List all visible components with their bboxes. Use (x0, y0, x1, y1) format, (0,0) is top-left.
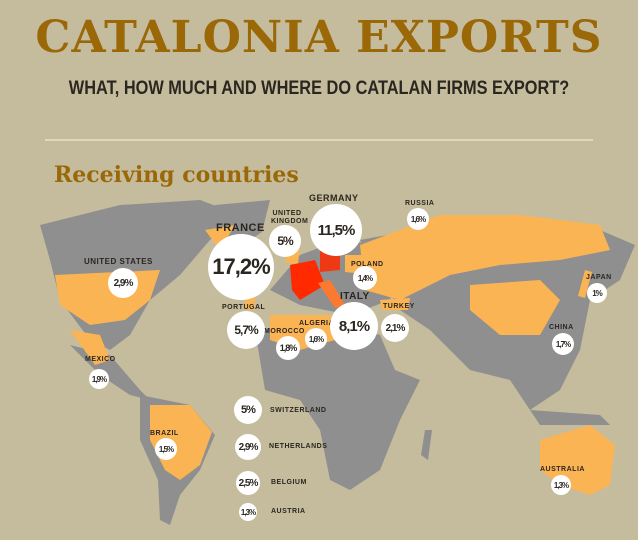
bubble-poland: 1,4% (353, 266, 377, 290)
bubble-algeria: 1,6% (305, 328, 327, 350)
turkey-shape (380, 298, 410, 310)
label-china: CHINA (549, 324, 574, 331)
label-morocco: MOROCCO (264, 328, 305, 335)
brazil-shape (150, 405, 212, 480)
label-germany: GERMANY (309, 193, 359, 203)
bubble-netherlands: 2,9% (235, 434, 261, 460)
bubble-italy: 8,1% (330, 302, 378, 350)
label-russia: RUSSIA (405, 200, 435, 207)
label-japan: JAPAN (586, 274, 612, 281)
bubble-belgium: 2,5% (236, 471, 260, 495)
label-mexico: MEXICO (85, 356, 116, 363)
bubble-mexico: 1,9% (89, 369, 109, 389)
bubble-austria: 1,3% (239, 503, 257, 521)
label-portugal: PORTUGAL (222, 304, 266, 311)
bubble-china: 1,7% (552, 333, 574, 355)
page-title: CATALONIA EXPORTS (35, 12, 603, 63)
label-turkey: TURKEY (383, 303, 415, 310)
catalonia-highlight (290, 250, 345, 308)
label-france: FRANCE (216, 222, 265, 234)
madagascar-land (421, 430, 432, 460)
label-poland: POLAND (351, 261, 384, 268)
bubble-france: 17,2% (208, 234, 274, 300)
africa-land (255, 320, 420, 490)
divider (45, 139, 593, 141)
indonesia-land (530, 410, 610, 425)
label-united-kingdom: UNITED KINGDOM (271, 210, 309, 225)
bubble-turkey: 2,1% (381, 314, 409, 342)
france-spain-shape (290, 260, 325, 300)
label-italy: ITALY (340, 291, 370, 302)
bubble-russia: 1,6% (407, 208, 429, 230)
label-austria: AUSTRIA (271, 508, 306, 515)
label-algeria: ALGERIA (299, 320, 334, 327)
label-switzerland: SWITZERLAND (270, 407, 327, 414)
china-shape (470, 280, 560, 335)
bubble-germany: 11,5% (310, 204, 362, 256)
bubble-portugal: 5,7% (227, 311, 265, 349)
label-australia: AUSTRALIA (540, 466, 585, 473)
bubble-brazil: 1,5% (155, 438, 177, 460)
label-united-states: UNITED STATES (84, 257, 153, 266)
bubble-united-kingdom: 5% (269, 225, 301, 257)
label-netherlands: NETHERLANDS (269, 443, 328, 450)
bubble-japan: 1% (587, 283, 607, 303)
export-countries (55, 215, 615, 495)
bubble-australia: 1,3% (551, 475, 571, 495)
label-belgium: BELGIUM (271, 479, 307, 486)
bubble-morocco: 1,8% (276, 336, 300, 360)
italy-shape (318, 280, 345, 308)
section-heading: Receiving countries (54, 162, 299, 188)
japan-shape (578, 270, 592, 298)
bubble-united-states: 2,9% (108, 268, 138, 298)
bubble-switzerland: 5% (234, 396, 262, 424)
canada-east-shape (205, 225, 235, 250)
mexico-shape (70, 330, 110, 365)
russia-shape (360, 215, 610, 300)
central-america-land (70, 345, 150, 400)
page-subtitle: WHAT, HOW MUCH AND WHERE DO CATALAN FIRM… (68, 78, 570, 99)
label-brazil: BRAZIL (150, 430, 179, 437)
